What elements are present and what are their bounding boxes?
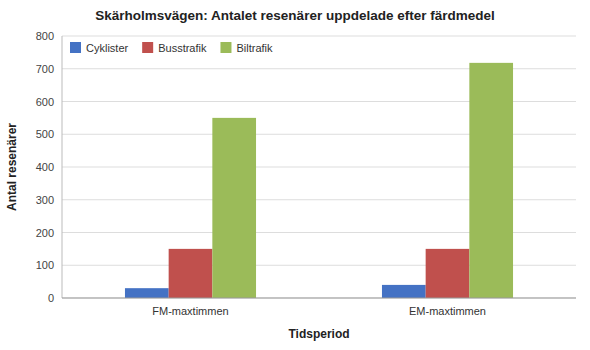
y-tick-label: 600: [36, 96, 54, 108]
x-tick-label: EM-maxtimmen: [409, 305, 486, 317]
legend: Cyklister Busstrafik Biltrafik: [70, 42, 273, 54]
y-tick-label: 300: [36, 194, 54, 206]
legend-swatch: [220, 42, 231, 53]
bar: [426, 249, 470, 298]
grid-line: [62, 36, 576, 37]
legend-label: Biltrafik: [236, 42, 273, 54]
chart-container: 0 100 200 300 400 500 600 700 800 FM-maxtimmen EM-…: [0, 0, 590, 350]
chart: 0 100 200 300 400 500 600 700 800 FM-maxtimmen EM-…: [0, 0, 590, 350]
y-tick-label: 400: [36, 161, 54, 173]
grid: [62, 36, 576, 298]
y-tick-label: 200: [36, 227, 54, 239]
legend-swatch: [142, 42, 153, 53]
bar: [382, 285, 426, 298]
y-tick-label: 100: [36, 259, 54, 271]
x-tick-label: FM-maxtimmen: [152, 305, 228, 317]
y-tick-label: 700: [36, 63, 54, 75]
bar: [125, 288, 169, 298]
legend-label: Busstrafik: [158, 42, 207, 54]
x-axis-label: Tidsperiod: [288, 327, 349, 341]
y-tick-label: 0: [48, 292, 54, 304]
bar: [469, 63, 513, 298]
legend-label: Cyklister: [86, 42, 129, 54]
y-axis-line: [62, 36, 63, 298]
y-tick-label: 500: [36, 128, 54, 140]
title: Skärholmsvägen: Antalet resenärer uppdel…: [95, 8, 494, 23]
y-tick-label: 800: [36, 30, 54, 42]
grid-line: [62, 298, 576, 299]
legend-swatch: [70, 42, 81, 53]
bar: [212, 118, 256, 298]
y-axis-label: Antal resenärer: [5, 123, 19, 211]
bars: [125, 63, 513, 298]
bar: [169, 249, 213, 298]
x-axis-line: [62, 298, 576, 299]
